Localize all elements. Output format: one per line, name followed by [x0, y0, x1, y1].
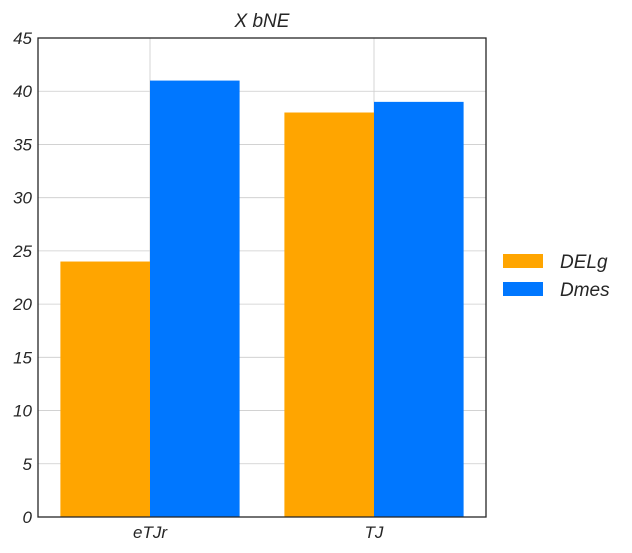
- y-tick-label: 0: [23, 508, 33, 527]
- y-tick-label: 30: [13, 189, 32, 208]
- bars: [60, 80, 464, 518]
- bar-Dmes-eTJr: [150, 80, 240, 518]
- y-axis-ticks: 0 5 10 15 20 25 30 35 40 45: [12, 29, 32, 527]
- y-tick-label: 40: [13, 82, 32, 101]
- bar-DELg-TJ: [284, 112, 374, 517]
- y-tick-label: 10: [13, 402, 32, 421]
- y-tick-label: 20: [12, 295, 32, 314]
- bar-Dmes-TJ: [374, 101, 464, 517]
- y-tick-label: 45: [13, 29, 32, 48]
- x-tick-label: eTJr: [133, 523, 168, 542]
- y-tick-label: 5: [23, 455, 33, 474]
- legend-label: DELg: [560, 252, 608, 273]
- legend-label: Dmes: [560, 280, 610, 301]
- y-tick-label: 15: [13, 348, 32, 367]
- bar-DELg-eTJr: [60, 261, 150, 517]
- legend-swatch: [503, 282, 543, 296]
- legend-swatch: [503, 254, 543, 268]
- y-tick-label: 25: [12, 242, 32, 261]
- plot-frame: [37, 37, 487, 518]
- y-tick-label: 35: [13, 135, 32, 154]
- chart-title: X bNE: [234, 11, 290, 32]
- legend: DELg Dmes: [503, 252, 610, 301]
- x-axis-ticks: eTJr TJ: [133, 523, 384, 542]
- x-tick-label: TJ: [365, 523, 384, 542]
